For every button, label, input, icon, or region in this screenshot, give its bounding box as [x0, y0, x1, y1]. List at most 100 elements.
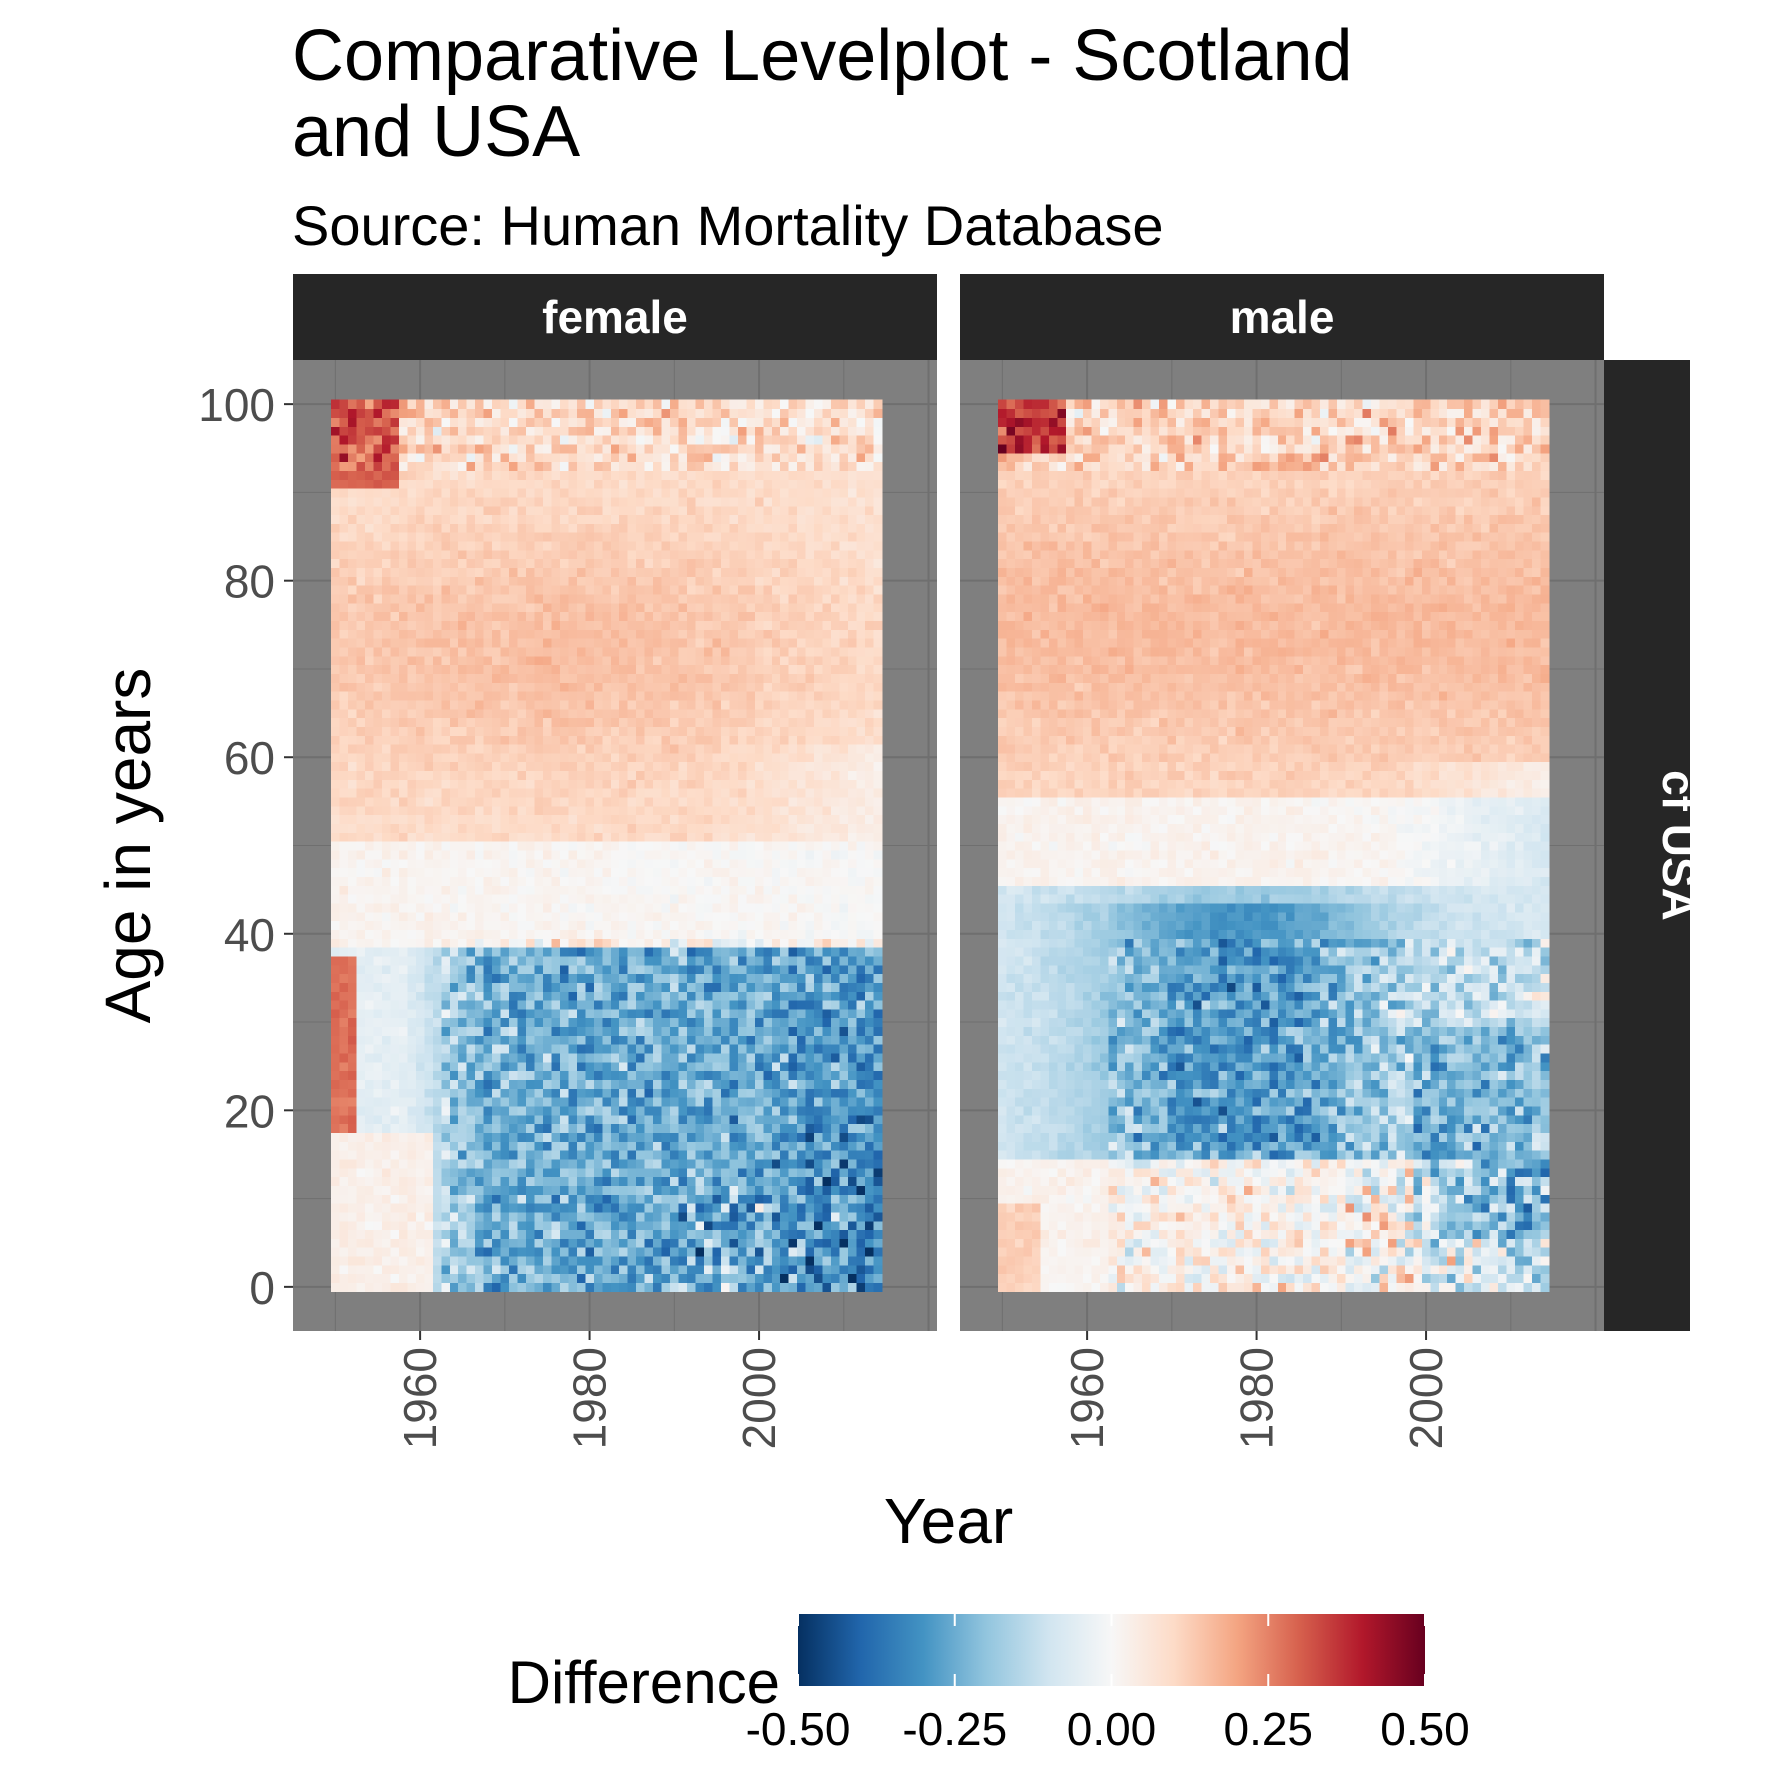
- heatmap-cell: [517, 788, 527, 798]
- heatmap-cell: [610, 682, 620, 692]
- heatmap-cell: [678, 726, 688, 736]
- heatmap-cell: [602, 1070, 612, 1081]
- heatmap-cell: [509, 585, 519, 595]
- heatmap-cell: [542, 717, 553, 727]
- heatmap-cell: [398, 1097, 408, 1107]
- heatmap-cell: [568, 752, 578, 763]
- heatmap-cell: [559, 1229, 569, 1239]
- heatmap-cell: [568, 487, 578, 498]
- heatmap-cell: [585, 638, 595, 648]
- heatmap-cell: [644, 1114, 654, 1125]
- heatmap-cell: [390, 708, 400, 719]
- heatmap-cell: [619, 496, 629, 507]
- heatmap-cell: [712, 894, 722, 904]
- heatmap-cell: [475, 479, 485, 489]
- heatmap-cell: [746, 1194, 756, 1204]
- heatmap-cell: [466, 717, 476, 727]
- heatmap-cell: [415, 1167, 425, 1178]
- heatmap-cell: [720, 1238, 730, 1248]
- heatmap-cell: [373, 1176, 383, 1186]
- heatmap-cell: [670, 867, 680, 877]
- heatmap-cell: [466, 876, 476, 886]
- heatmap-cell: [737, 991, 747, 1001]
- heatmap-cell: [653, 832, 663, 842]
- heatmap-cell: [602, 558, 612, 569]
- heatmap-cell: [610, 1132, 620, 1142]
- heatmap-cell: [585, 567, 595, 577]
- heatmap-cell: [627, 664, 637, 674]
- heatmap-cell: [593, 1194, 603, 1204]
- heatmap-cell: [568, 982, 578, 992]
- heatmap-cell: [509, 902, 519, 913]
- heatmap-cell: [551, 638, 561, 648]
- heatmap-cell: [466, 894, 476, 904]
- heatmap-cell: [356, 1167, 366, 1178]
- heatmap-cell: [466, 752, 476, 763]
- heatmap-cell: [559, 1008, 569, 1019]
- heatmap-cell: [449, 1255, 459, 1266]
- heatmap-cell: [365, 585, 375, 595]
- heatmap-cell: [585, 1035, 595, 1045]
- heatmap-cell: [746, 1282, 756, 1292]
- heatmap-cell: [466, 1114, 476, 1125]
- heatmap-cell: [687, 426, 697, 436]
- heatmap-cell: [356, 743, 366, 754]
- heatmap-cell: [500, 487, 510, 498]
- heatmap-cell: [542, 629, 553, 639]
- heatmap-cell: [636, 964, 646, 975]
- heatmap-cell: [517, 1167, 527, 1178]
- heatmap-cell: [339, 646, 349, 657]
- heatmap-cell: [568, 1088, 578, 1098]
- heatmap-cell: [695, 496, 705, 507]
- heatmap-cell: [398, 911, 408, 922]
- heatmap-cell: [373, 461, 383, 471]
- heatmap-cell: [661, 788, 671, 798]
- heatmap-cell: [500, 602, 510, 613]
- heatmap-cell: [720, 1158, 730, 1169]
- heatmap-cell: [415, 1079, 425, 1089]
- heatmap-cell: [737, 549, 747, 560]
- heatmap-cell: [415, 602, 425, 613]
- heatmap-cell: [526, 991, 536, 1001]
- heatmap-cell: [398, 1088, 408, 1098]
- heatmap-cell: [644, 1194, 654, 1204]
- heatmap-cell: [746, 1097, 756, 1107]
- heatmap-cell: [568, 1141, 578, 1151]
- heatmap-cell: [687, 1044, 697, 1054]
- heatmap-cell: [678, 805, 688, 816]
- heatmap-cell: [593, 629, 603, 639]
- heatmap-cell: [703, 1061, 714, 1072]
- heatmap-cell: [559, 779, 569, 789]
- heatmap-cell: [509, 611, 519, 622]
- heatmap-cell: [365, 947, 375, 957]
- heatmap-cell: [365, 426, 375, 436]
- heatmap-cell: [356, 885, 366, 895]
- heatmap-cell: [509, 1194, 519, 1204]
- heatmap-cell: [619, 947, 629, 957]
- heatmap-cell: [432, 867, 442, 877]
- heatmap-cell: [534, 1141, 544, 1151]
- heatmap-cell: [381, 991, 392, 1001]
- heatmap-cell: [466, 673, 476, 683]
- heatmap-cell: [551, 691, 561, 701]
- heatmap-cell: [331, 849, 341, 860]
- heatmap-cell: [593, 814, 603, 825]
- heatmap-cell: [670, 1220, 680, 1231]
- heatmap-cell: [627, 947, 637, 957]
- heatmap-cell: [568, 699, 578, 710]
- heatmap-cell: [568, 638, 578, 648]
- heatmap-cell: [500, 1132, 510, 1142]
- heatmap-cell: [678, 999, 688, 1010]
- heatmap-cell: [407, 487, 417, 498]
- heatmap-cell: [703, 1203, 714, 1213]
- heatmap-cell: [381, 743, 392, 754]
- heatmap-cell: [424, 814, 434, 825]
- heatmap-cell: [390, 1238, 400, 1248]
- heatmap-cell: [432, 646, 442, 657]
- heatmap-cell: [526, 399, 536, 410]
- heatmap-cell: [475, 876, 485, 886]
- heatmap-cell: [619, 894, 629, 904]
- heatmap-cell: [415, 788, 425, 798]
- heatmap-cell: [670, 699, 680, 710]
- heatmap-cell: [737, 796, 747, 807]
